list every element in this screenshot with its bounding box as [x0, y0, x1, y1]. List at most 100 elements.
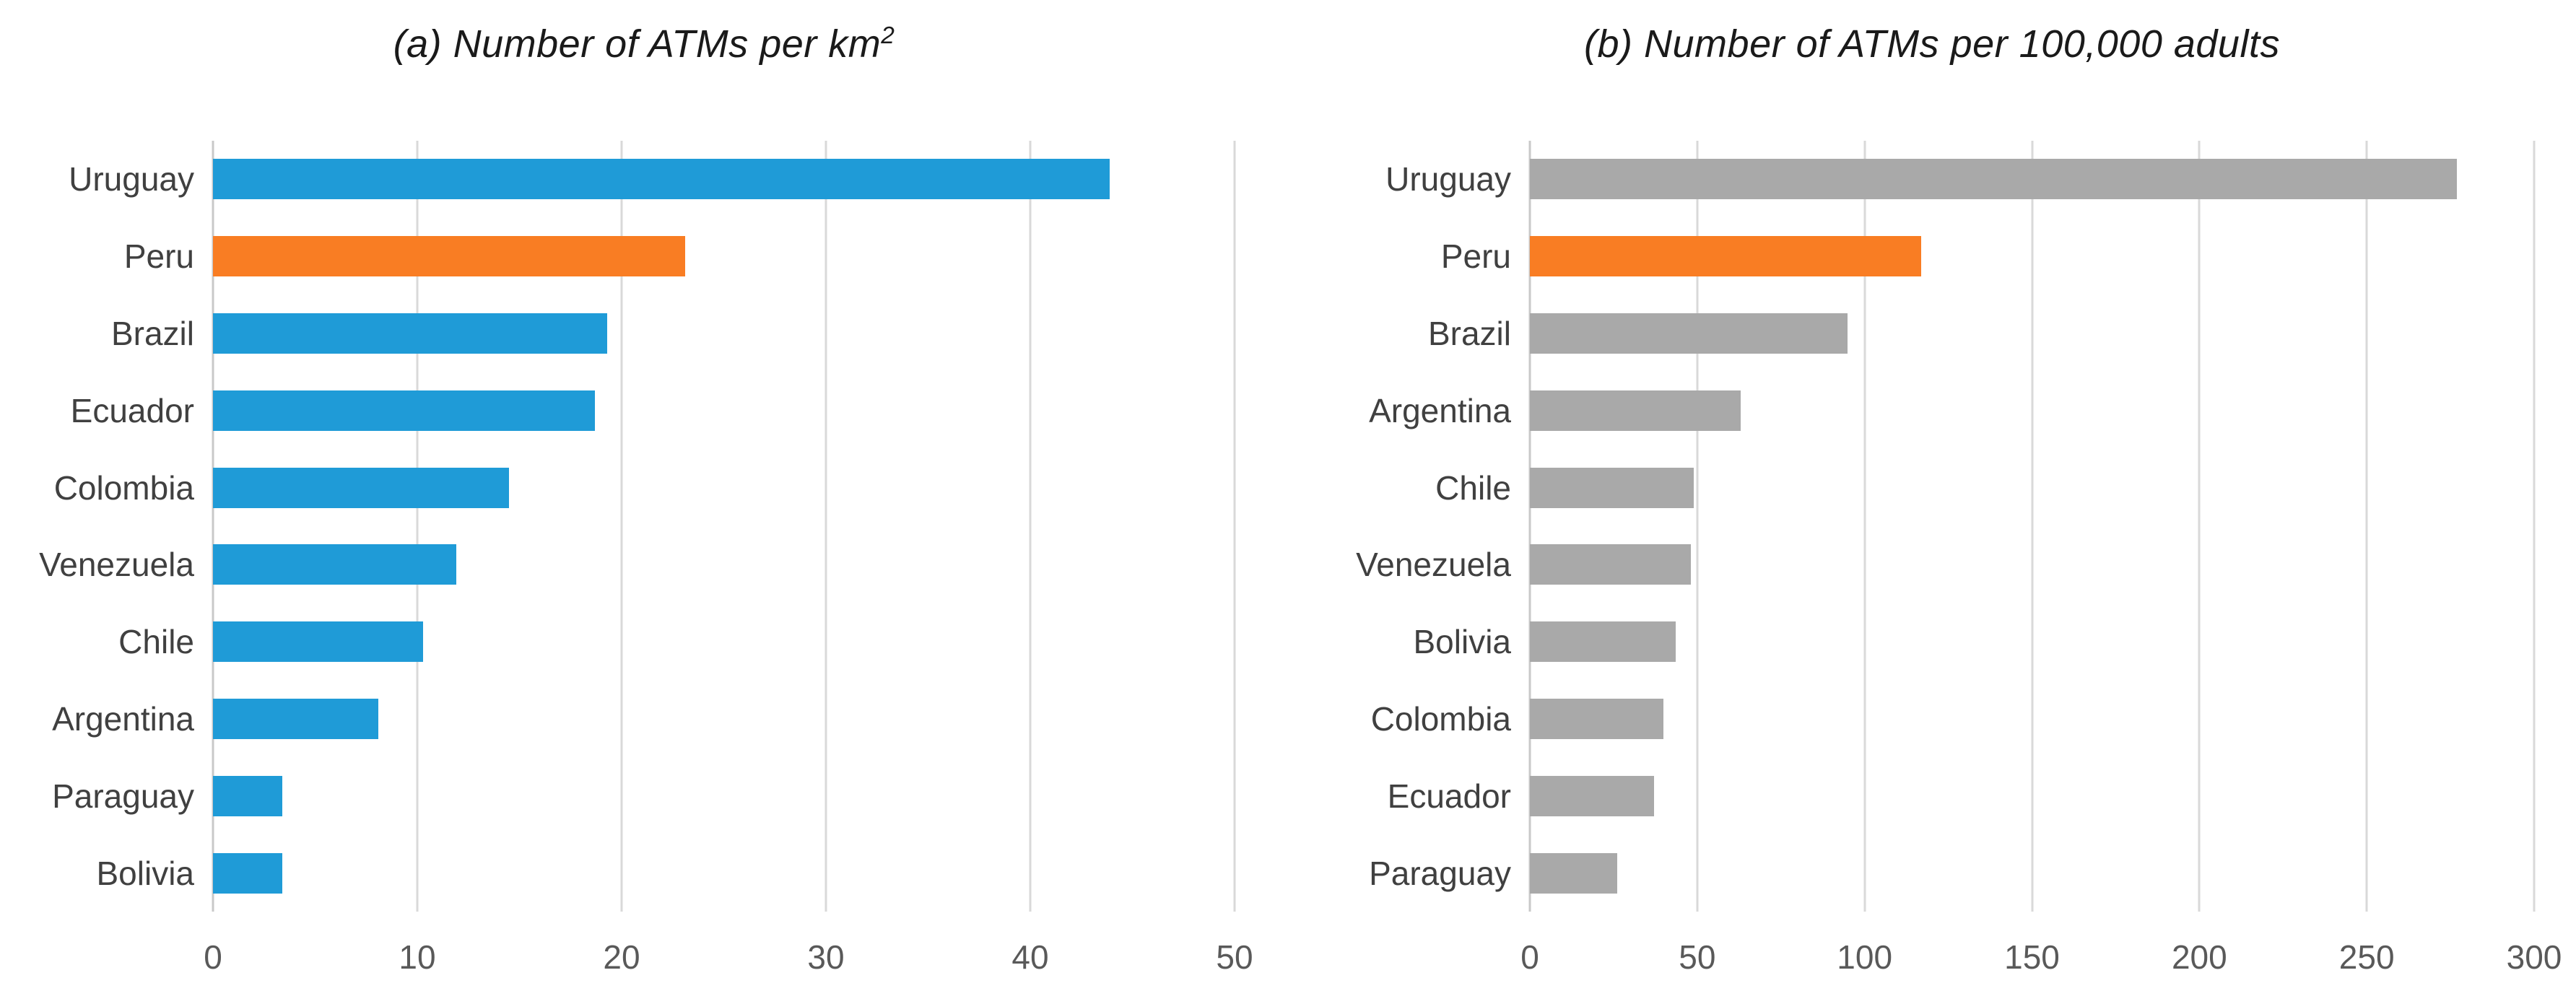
bar-track: [1530, 159, 2534, 200]
category-label-paraguay: Paraguay: [52, 777, 194, 815]
chart-a-title: (a) Number of ATMs per km2: [393, 22, 895, 66]
bar-row-colombia: Colombia: [1288, 681, 2576, 758]
category-label-brazil: Brazil: [1427, 314, 1511, 352]
category-label-bolivia: Bolivia: [96, 854, 194, 892]
bar-track: [213, 775, 1235, 816]
bar-row-peru: Peru: [1288, 218, 2576, 295]
chart-b-title: (b) Number of ATMs per 100,000 adults: [1584, 22, 2280, 66]
bar-colombia: [213, 467, 510, 508]
x-tick-label-150: 150: [2004, 938, 2060, 976]
category-label-brazil: Brazil: [110, 314, 194, 352]
bar-chile: [213, 621, 424, 663]
chart-b-x-axis: 0 50 100 150 200 250 300: [1520, 912, 2562, 991]
chart-b-title-text: (b) Number of ATMs per 100,000 adults: [1584, 22, 2280, 66]
category-label-colombia: Colombia: [1370, 699, 1511, 738]
bar-track: [1530, 313, 2534, 354]
gridline-200: [2198, 141, 2201, 912]
bar-ecuador: [213, 390, 596, 431]
bar-track: [213, 390, 1235, 431]
bar-row-paraguay: Paraguay: [1288, 834, 2576, 912]
category-label-peru: Peru: [123, 237, 194, 276]
chart-a-bar-rows: Uruguay Peru Brazil Ecuador Colombia Venezuel…: [0, 141, 1288, 912]
bar-argentina: [213, 698, 379, 739]
bar-row-ecuador: Ecuador: [0, 372, 1288, 449]
category-label-argentina: Argentina: [1369, 391, 1511, 429]
bar-track: [213, 467, 1235, 508]
bar-row-uruguay: Uruguay: [0, 141, 1288, 218]
gridline-300: [2533, 141, 2536, 912]
bar-track: [213, 236, 1235, 277]
bar-track: [1530, 467, 2534, 508]
category-label-uruguay: Uruguay: [1385, 160, 1511, 198]
gridline-150: [2031, 141, 2033, 912]
chart-a-panel: (a) Number of ATMs per km2 Uruguay Peru Br…: [0, 0, 1288, 991]
bar-track: [1530, 852, 2534, 894]
bar-venezuela: [1530, 544, 1691, 585]
chart-a-gridlines: [212, 141, 1236, 912]
category-label-ecuador: Ecuador: [70, 391, 194, 429]
chart-b-plot-area: Uruguay Peru Brazil Argentina Chile Venezuela…: [1288, 141, 2576, 912]
bar-row-brazil: Brazil: [0, 295, 1288, 372]
gridline-250: [2365, 141, 2368, 912]
bar-row-peru: Peru: [0, 218, 1288, 295]
bar-row-bolivia: Bolivia: [1288, 603, 2576, 681]
bar-brazil: [1530, 313, 1848, 354]
chart-b-panel: (b) Number of ATMs per 100,000 adults Ur…: [1288, 0, 2576, 991]
bar-row-chile: Chile: [1288, 449, 2576, 526]
gridline-40: [1029, 141, 1032, 912]
bar-ecuador: [1530, 775, 1654, 816]
chart-a-title-row: (a) Number of ATMs per km2: [0, 0, 1288, 141]
x-tick-label-250: 250: [2338, 938, 2395, 976]
bar-row-chile: Chile: [0, 603, 1288, 681]
bar-row-paraguay: Paraguay: [0, 757, 1288, 834]
bar-paraguay: [1530, 852, 1617, 894]
bar-venezuela: [213, 544, 456, 585]
category-label-paraguay: Paraguay: [1369, 854, 1511, 892]
gridline-10: [416, 141, 419, 912]
x-tick-label-50: 50: [1679, 938, 1716, 976]
bar-track: [213, 313, 1235, 354]
chart-a-plot-area: Uruguay Peru Brazil Ecuador Colombia Venezuel…: [0, 141, 1288, 912]
bar-track: [1530, 544, 2534, 585]
bar-track: [213, 852, 1235, 894]
category-label-chile: Chile: [118, 623, 194, 661]
bar-row-argentina: Argentina: [0, 681, 1288, 758]
bar-row-ecuador: Ecuador: [1288, 757, 2576, 834]
x-tick-label-10: 10: [399, 938, 436, 976]
gridline-0: [1528, 141, 1531, 912]
category-label-venezuela: Venezuela: [39, 546, 194, 584]
gridline-100: [1863, 141, 1866, 912]
bar-track: [213, 698, 1235, 739]
x-tick-label-20: 20: [603, 938, 640, 976]
bar-track: [213, 544, 1235, 585]
category-label-peru: Peru: [1440, 237, 1511, 276]
category-label-uruguay: Uruguay: [69, 160, 194, 198]
gridline-50: [1233, 141, 1236, 912]
x-tick-label-100: 100: [1837, 938, 1893, 976]
bar-bolivia: [1530, 621, 1676, 663]
bar-brazil: [213, 313, 608, 354]
chart-b-title-row: (b) Number of ATMs per 100,000 adults: [1288, 0, 2576, 141]
bar-row-uruguay: Uruguay: [1288, 141, 2576, 218]
bar-row-bolivia: Bolivia: [0, 834, 1288, 912]
bar-row-brazil: Brazil: [1288, 295, 2576, 372]
bar-track: [1530, 390, 2534, 431]
bar-row-colombia: Colombia: [0, 449, 1288, 526]
x-tick-label-0: 0: [204, 938, 222, 976]
chart-a-title-superscript: 2: [881, 22, 895, 49]
x-tick-label-40: 40: [1011, 938, 1049, 976]
category-label-colombia: Colombia: [53, 468, 194, 507]
chart-a-title-text: (a) Number of ATMs per km: [393, 22, 882, 66]
chart-a-x-axis: 0 10 20 30 40 50: [204, 912, 1253, 991]
category-label-argentina: Argentina: [52, 699, 194, 738]
bar-bolivia: [213, 852, 283, 894]
bar-argentina: [1530, 390, 1741, 431]
bar-uruguay: [1530, 159, 2458, 200]
bar-row-venezuela: Venezuela: [1288, 526, 2576, 603]
bar-peru: [1530, 236, 1922, 277]
bar-track: [1530, 775, 2534, 816]
bar-track: [1530, 236, 2534, 277]
bar-uruguay: [213, 159, 1110, 200]
gridline-20: [620, 141, 623, 912]
